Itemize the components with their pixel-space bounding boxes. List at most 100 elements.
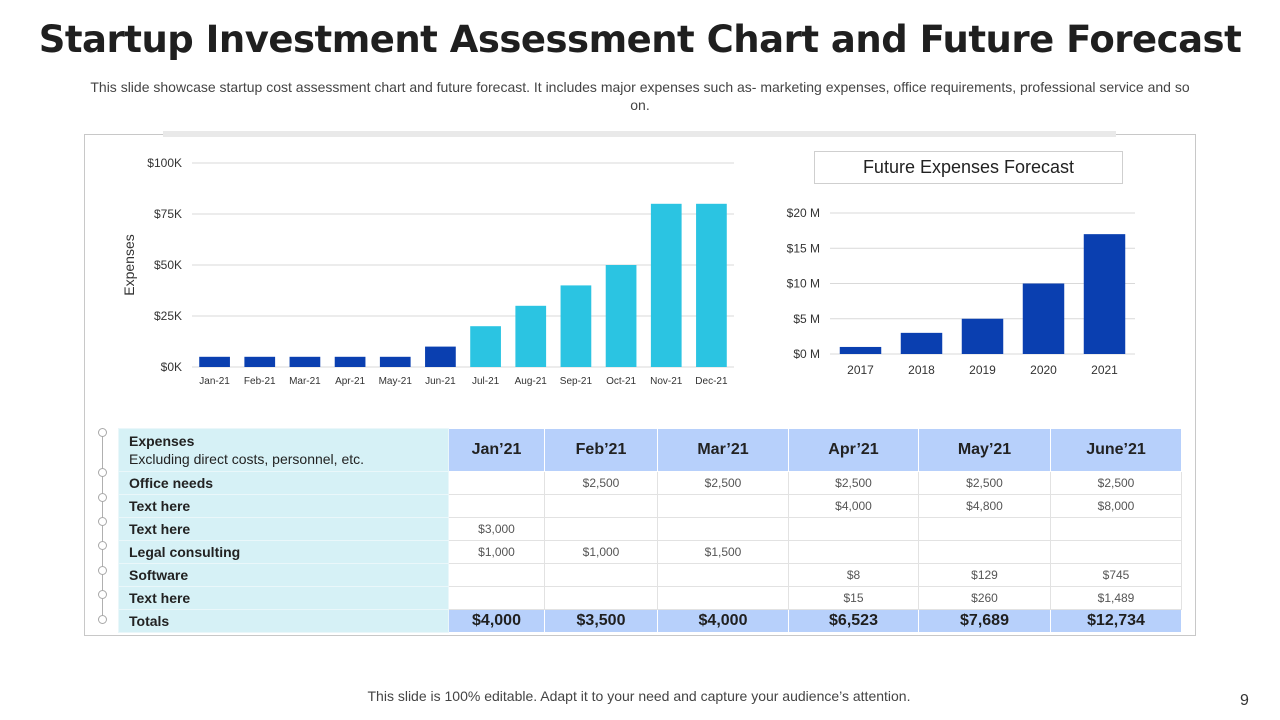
slide-subtitle: This slide showcase startup cost assessm… bbox=[90, 79, 1190, 113]
expenses-header-subtitle: Excluding direct costs, personnel, etc. bbox=[129, 451, 365, 467]
table-row: Text here $3,000 bbox=[118, 517, 1182, 541]
table-cell: $8,000 bbox=[1050, 494, 1182, 518]
table-cell bbox=[448, 494, 545, 518]
table-cell bbox=[918, 517, 1051, 541]
table-row: Office needs $2,500 $2,500 $2,500 $2,500… bbox=[118, 471, 1182, 495]
table-cell bbox=[657, 563, 789, 587]
table-cell bbox=[448, 563, 545, 587]
x-tick-label: Apr-21 bbox=[335, 376, 365, 387]
column-header: Apr’21 bbox=[788, 428, 919, 472]
bar bbox=[839, 346, 882, 354]
forecast-chart-title: Future Expenses Forecast bbox=[814, 151, 1123, 184]
bar bbox=[244, 356, 276, 367]
bar bbox=[605, 265, 637, 367]
table-cell bbox=[1050, 517, 1182, 541]
row-label: Legal consulting bbox=[118, 540, 449, 564]
total-cell: $4,000 bbox=[657, 609, 789, 633]
table-cell bbox=[657, 586, 789, 610]
bar bbox=[515, 305, 547, 367]
table-cell bbox=[657, 494, 789, 518]
x-tick-label: Oct-21 bbox=[606, 376, 636, 387]
table-cell bbox=[918, 540, 1051, 564]
monthly-expenses-chart: $0K $25K $50K $75K $100K Jan-21 Feb-21 Mar-21 Ap… bbox=[121, 156, 734, 387]
table-row: Text here $4,000 $4,800 $8,000 bbox=[118, 494, 1182, 518]
bar bbox=[470, 326, 501, 367]
column-header: May’21 bbox=[918, 428, 1051, 472]
column-header: Feb’21 bbox=[544, 428, 658, 472]
bar bbox=[379, 356, 411, 367]
x-tick-label: Dec-21 bbox=[695, 376, 728, 387]
row-label: Text here bbox=[118, 517, 449, 541]
row-label: Text here bbox=[118, 586, 449, 610]
totals-row: Totals $4,000 $3,500 $4,000 $6,523 $7,68… bbox=[118, 609, 1182, 633]
total-cell: $3,500 bbox=[544, 609, 658, 633]
table-cell: $745 bbox=[1050, 563, 1182, 587]
x-tick-label: Mar-21 bbox=[289, 376, 321, 387]
expenses-header-title: Expenses bbox=[129, 433, 195, 449]
y-tick-label: $50K bbox=[154, 258, 182, 272]
column-header: Jan’21 bbox=[448, 428, 545, 472]
bar bbox=[900, 332, 943, 354]
x-tick-label: Jul-21 bbox=[472, 376, 500, 387]
table-cell: $129 bbox=[918, 563, 1051, 587]
table-cell: $1,000 bbox=[448, 540, 545, 564]
expenses-table: Expenses Excluding direct costs, personn… bbox=[118, 428, 1182, 633]
y-tick-label: $5 M bbox=[793, 312, 820, 326]
bar bbox=[696, 203, 727, 367]
column-header: Mar’21 bbox=[657, 428, 789, 472]
x-tick-label: Sep-21 bbox=[560, 376, 593, 387]
timeline-dot bbox=[98, 517, 107, 526]
column-header: June’21 bbox=[1050, 428, 1182, 472]
y-tick-label: $100K bbox=[147, 156, 182, 170]
y-tick-label: $20 M bbox=[787, 206, 820, 220]
bar bbox=[425, 346, 456, 367]
table-cell: $4,000 bbox=[788, 494, 919, 518]
x-tick-label: 2019 bbox=[969, 363, 996, 377]
row-label: Office needs bbox=[118, 471, 449, 495]
x-tick-label: 2017 bbox=[847, 363, 874, 377]
future-forecast-chart: $0 M $5 M $10 M $15 M $20 M 2017 2018 2019 2020 2… bbox=[787, 206, 1135, 377]
row-timeline bbox=[98, 428, 108, 624]
x-tick-label: 2020 bbox=[1030, 363, 1057, 377]
table-cell bbox=[448, 471, 545, 495]
x-tick-label: 2021 bbox=[1091, 363, 1118, 377]
timeline-line bbox=[102, 432, 103, 622]
table-cell: $8 bbox=[788, 563, 919, 587]
y-tick-label: $15 M bbox=[787, 241, 820, 255]
y-tick-label: $10 M bbox=[787, 277, 820, 291]
y-tick-label: $0 M bbox=[793, 347, 820, 361]
table-cell bbox=[544, 586, 658, 610]
timeline-dot bbox=[98, 428, 107, 437]
table-cell: $3,000 bbox=[448, 517, 545, 541]
slide-footer: This slide is 100% editable. Adapt it to… bbox=[367, 688, 911, 704]
table-cell bbox=[1050, 540, 1182, 564]
table-cell: $1,489 bbox=[1050, 586, 1182, 610]
timeline-dot bbox=[98, 493, 107, 502]
bar bbox=[1022, 283, 1065, 354]
table-cell: $2,500 bbox=[1050, 471, 1182, 495]
total-cell: $6,523 bbox=[788, 609, 919, 633]
timeline-dot bbox=[98, 566, 107, 575]
timeline-dot bbox=[98, 615, 107, 624]
totals-label: Totals bbox=[118, 609, 449, 633]
table-cell: $4,800 bbox=[918, 494, 1051, 518]
x-tick-label: May-21 bbox=[379, 376, 413, 387]
table-cell bbox=[544, 563, 658, 587]
timeline-dot bbox=[98, 468, 107, 477]
x-tick-label: 2018 bbox=[908, 363, 935, 377]
row-label: Text here bbox=[118, 494, 449, 518]
table-cell bbox=[544, 494, 658, 518]
y-tick-label: $75K bbox=[154, 207, 182, 221]
total-cell: $12,734 bbox=[1050, 609, 1182, 633]
bar bbox=[560, 285, 592, 367]
table-cell: $260 bbox=[918, 586, 1051, 610]
table-cell bbox=[788, 540, 919, 564]
bar bbox=[961, 318, 1004, 354]
expenses-header-cell: Expenses Excluding direct costs, personn… bbox=[118, 428, 449, 472]
x-tick-label: Jan-21 bbox=[199, 376, 230, 387]
total-cell: $7,689 bbox=[918, 609, 1051, 633]
table-cell: $1,500 bbox=[657, 540, 789, 564]
x-tick-label: Aug-21 bbox=[515, 376, 548, 387]
table-row: Software $8 $129 $745 bbox=[118, 563, 1182, 587]
slide-title: Startup Investment Assessment Chart and … bbox=[38, 18, 1242, 61]
